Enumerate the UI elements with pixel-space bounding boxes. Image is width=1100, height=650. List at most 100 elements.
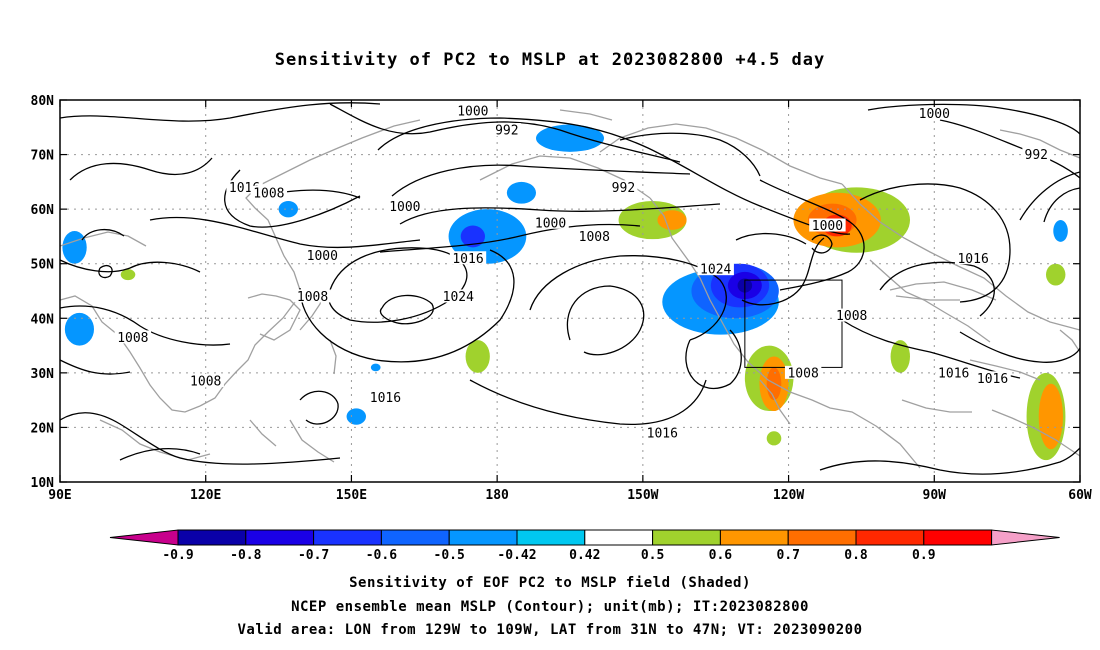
contour-label-bg [697,262,734,276]
lat-tick-label: 50N [31,258,55,273]
shaded-region [1046,263,1066,286]
contour-label-bg [576,229,613,243]
lat-tick-label: 20N [31,421,55,436]
colorbar-swatch [719,529,789,546]
contour-label-bg [916,106,953,120]
colorbar-label: 0.8 [844,548,868,563]
mslp-contour-line [566,285,645,356]
contour-label-bg [1022,147,1051,161]
mslp-contour-line [69,157,213,181]
shaded-region [278,200,298,218]
shaded-region [370,363,381,372]
shaded-region [506,181,536,204]
colorbar-label: -0.6 [366,548,397,563]
shaded-region [346,408,366,425]
contour-label: 1008 [787,366,818,381]
shaded-region [1038,383,1064,450]
lat-tick-label: 60N [31,203,55,218]
mslp-contour-line [391,164,691,197]
coastline [869,259,991,343]
contour-label: 1008 [253,186,284,201]
contour-label-bg [250,185,288,199]
contour-label: 992 [1025,148,1048,163]
colorbar-label: 0.9 [912,548,935,563]
contour-label-bg [304,248,341,262]
mslp-contour-line [377,117,851,235]
shaded-region [536,124,604,152]
coastline [199,289,301,407]
contour-labels: 1000 992 1000 992 1016 1008 1000 992 1000 1008 100… [114,103,1051,441]
contour-label: 1016 [957,252,988,267]
mslp-contour-line [469,379,707,425]
contour-label-bg [367,390,404,404]
colorbar-label: 0.7 [776,548,799,563]
lon-tick-label: 150W [627,488,658,503]
colorbar-low-arrow [109,529,179,546]
colorbar: -0.9 -0.8 -0.7 -0.6 -0.5 -0.42 0.42 0.5 0.6 0.7 0.… [109,529,1060,563]
contour-label: 1016 [977,372,1008,387]
coastline [895,295,960,301]
mslp-contour-line [224,169,361,228]
coastline [559,109,613,121]
colorbar-swatch [448,529,518,546]
mslp-contour-line [60,412,341,465]
contour-label: 1000 [389,200,420,215]
lon-tick-label: 120W [773,488,804,503]
contour-label: 1000 [919,107,950,122]
contour-label: 1016 [647,426,678,441]
colorbar-label: -0.8 [230,548,261,563]
contour-label-bg [833,308,870,322]
colorbar-swatch [923,529,993,546]
contour-label-bg [935,365,972,379]
coastline [289,419,335,463]
mslp-contour-line [60,102,381,122]
colorbar-label: -0.42 [497,548,536,563]
mslp-contour-line [1019,171,1080,221]
coastline [991,409,1080,457]
mslp-contour-line [867,103,1080,135]
lon-tick-label: 90E [48,488,71,503]
colorbar-label: 0.42 [569,548,600,563]
colorbar-swatch [177,529,247,546]
mslp-contour-line [819,447,1080,475]
contour-label: 1008 [117,331,148,346]
coastline [649,197,921,469]
colorbar-swatch [787,529,857,546]
shaded-region [890,340,910,373]
footer-line-2: NCEP ensemble mean MSLP (Contour); unit(… [291,599,809,615]
shaded-region [448,209,527,264]
contour-label-bg [954,251,992,265]
coastline [60,295,201,413]
mslp-contour-line [399,203,721,225]
lat-tick-label: 40N [31,312,55,327]
shaded-region [120,269,136,281]
contour-label: 992 [495,124,518,139]
mslp-contour-line [811,234,833,254]
mslp-contour-line [60,259,201,273]
shaded-region [1053,220,1068,242]
mslp-contour-line [329,103,681,163]
shaded-region [465,340,490,373]
contour-label: 1008 [190,375,221,390]
contour-label-bg [440,289,477,303]
lon-tick-label: 180 [485,488,509,503]
shaded-region [460,225,485,248]
mslp-contour-line [841,319,1021,379]
coastline [969,359,1041,381]
map-title: Sensitivity of PC2 to MSLP at 2023082800… [274,50,826,70]
coastline [1059,329,1080,353]
mslp-contour-line [149,216,421,249]
contour-label: 1000 [535,216,566,231]
mslp-contour-line [119,447,201,461]
contour-label-bg [974,371,1011,385]
coastline [759,379,791,425]
mslp-contour-line [685,329,742,390]
gridlines [60,100,1080,482]
contour-label: 1008 [297,290,328,305]
contour-label-bg [294,289,331,303]
coastline [247,293,301,341]
colorbar-swatch [652,529,721,546]
colorbar-label: -0.7 [298,548,329,563]
contour-label-bg [449,251,487,265]
footer-line-1: Sensitivity of EOF PC2 to MSLP field (Sh… [349,575,751,591]
